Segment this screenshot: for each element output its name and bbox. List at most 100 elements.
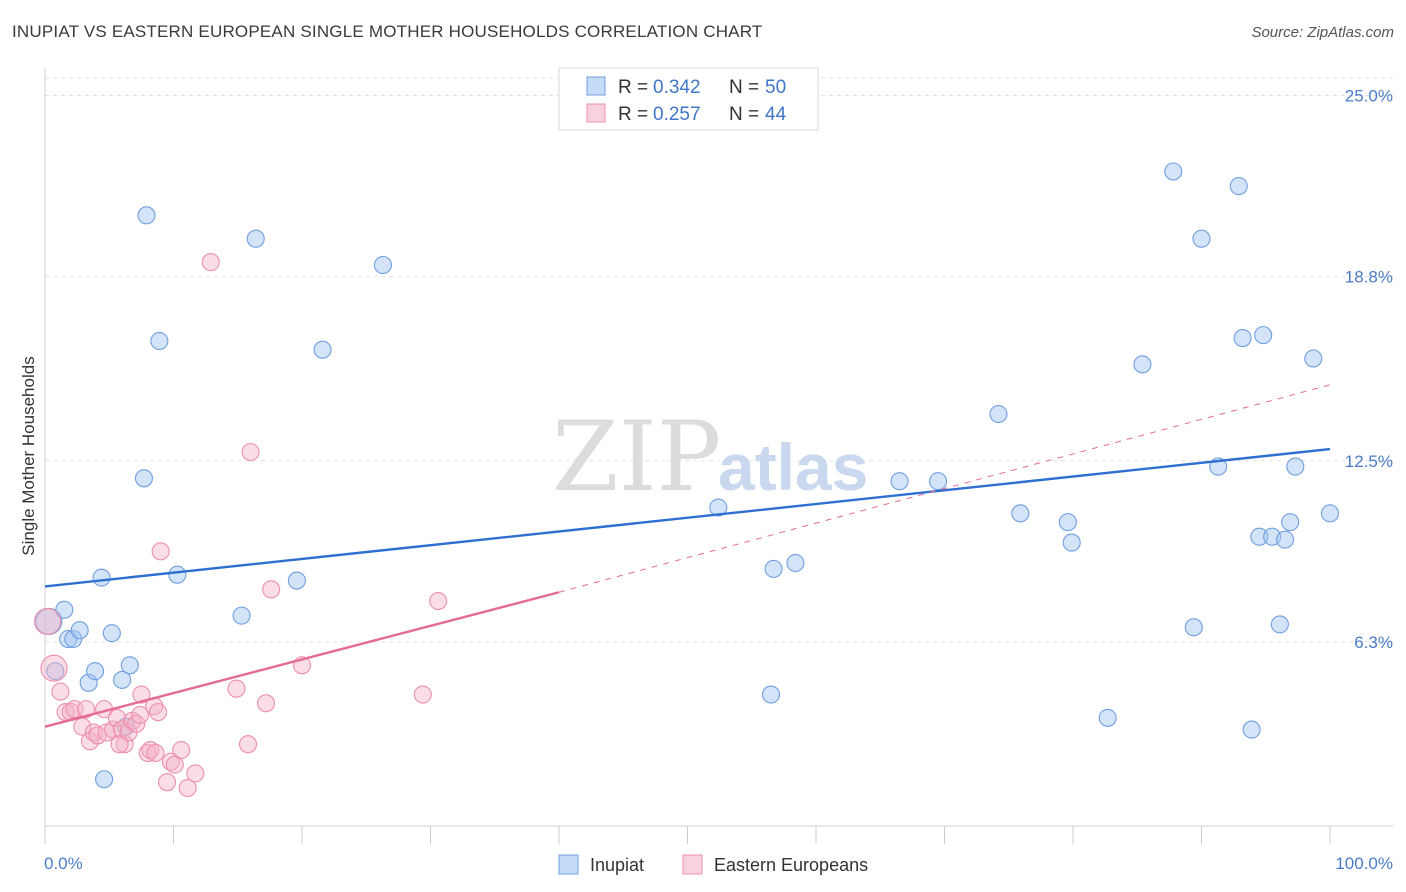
inupiat-point (55, 600, 74, 619)
axes (44, 68, 1393, 844)
eastern-european-point (178, 778, 197, 798)
legend-r-label: R = (618, 104, 648, 125)
inupiat-point (46, 662, 65, 681)
inupiat-point (92, 568, 111, 587)
legend-n-label: N = (729, 77, 759, 98)
eastern-european-point (51, 682, 70, 701)
series-legend-swatch (558, 854, 579, 875)
legend-r-value: 0.257 (653, 104, 701, 125)
inupiat-point (137, 206, 156, 225)
eastern-european-point (151, 542, 170, 561)
eastern-european-point (115, 735, 134, 754)
inupiat-point (1304, 349, 1323, 368)
inupiat-point (1281, 513, 1300, 532)
eastern-european-point (141, 740, 160, 760)
y-tick-label: 18.8% (1345, 268, 1393, 287)
inupiat-point (1058, 513, 1077, 532)
eastern-european-point (110, 735, 129, 754)
inupiat-point (1275, 530, 1295, 549)
legend-n-value: 44 (765, 104, 787, 125)
inupiat-point (1062, 533, 1081, 552)
inupiat-point (70, 621, 89, 640)
y-tick-label: 12.5% (1345, 452, 1393, 471)
inupiat-point (1320, 504, 1340, 523)
series-legend-label: Inupiat (590, 855, 644, 875)
eastern-european-point (34, 607, 62, 636)
inupiat-point (1250, 527, 1269, 546)
inupiat-trend-line (44, 447, 1331, 588)
eastern-european-point (73, 717, 92, 736)
eastern-european-point (186, 764, 205, 783)
legend-swatch (586, 76, 606, 96)
legend-swatch (586, 103, 606, 123)
inupiat-point (79, 673, 98, 692)
series-legend: Inupiat Eastern Europeans (558, 854, 868, 875)
x-tick-labels: 0.0% 100.0% (44, 854, 1393, 873)
eastern-european-point (146, 743, 165, 763)
watermark: ZIP atlas (552, 401, 868, 513)
inupiat-point (989, 404, 1008, 424)
inupiat-point (1098, 708, 1117, 727)
eastern-european-point (256, 694, 276, 713)
inupiat-point (1011, 504, 1030, 523)
x-tick-label: 100.0% (1335, 854, 1393, 873)
inupiat-point (150, 331, 169, 351)
inupiat-point (890, 472, 909, 491)
eastern-european-point (138, 743, 157, 763)
inupiat-point (764, 559, 783, 578)
chart-title: INUPIAT VS EASTERN EUROPEAN SINGLE MOTHE… (12, 22, 763, 41)
eastern-european-point (158, 773, 177, 792)
eastern-european-point (132, 685, 151, 704)
x-tick-label: 0.0% (44, 854, 83, 873)
eastern-european-point (107, 708, 127, 727)
eastern-european-point (149, 702, 168, 722)
watermark-zip: ZIP (552, 401, 721, 513)
inupiat-point (709, 498, 728, 517)
inupiat-point (287, 571, 306, 590)
inupiat-point (1229, 177, 1248, 196)
inupiat-point (761, 685, 781, 704)
inupiat-point (113, 670, 132, 689)
inupiat-point (120, 656, 139, 675)
inupiat-point (786, 553, 805, 573)
eastern-european-point (127, 714, 146, 733)
legend-n-value: 50 (765, 77, 786, 98)
legend-r-value: 0.342 (653, 77, 701, 98)
trend-lines (44, 384, 1331, 728)
series-legend-label: Eastern Europeans (714, 855, 868, 875)
inupiat-point (313, 340, 332, 359)
inupiat-point (1164, 162, 1183, 181)
series-legend-swatch (682, 854, 703, 875)
legend-n-label: N = (729, 104, 759, 125)
inupiat-point (929, 472, 948, 491)
eastern-european-point (131, 705, 150, 725)
y-tick-label: 25.0% (1345, 87, 1393, 106)
data-points (34, 162, 1340, 798)
inupiat-point (102, 624, 121, 643)
eastern-european-point (201, 253, 220, 272)
inupiat-point (134, 469, 153, 488)
y-tick-label: 6.3% (1354, 633, 1393, 652)
eastern-european-point (238, 735, 258, 754)
inupiat-point (1270, 615, 1289, 634)
eastern-european-trend-extension (558, 384, 1331, 593)
eastern-european-point (262, 580, 281, 599)
eastern-european-point (40, 654, 68, 682)
eastern-european-point (429, 591, 448, 611)
inupiat-point (1254, 326, 1273, 345)
inupiat-point (1233, 328, 1252, 348)
inupiat-point (1242, 720, 1261, 739)
legend-r-label: R = (618, 77, 648, 98)
eastern-european-point (77, 700, 96, 719)
y-axis-title: Single Mother Households (19, 356, 38, 555)
inupiat-point (1192, 229, 1211, 248)
eastern-european-point (413, 685, 432, 704)
eastern-european-point (241, 442, 260, 462)
stats-legend: R = 0.342 N = 50 R = 0.257 N = 44 (558, 67, 819, 131)
inupiat-point (1133, 355, 1152, 374)
eastern-european-trend-line (44, 591, 560, 728)
eastern-european-point (227, 679, 246, 698)
inupiat-point (1286, 457, 1305, 476)
inupiat-point (246, 229, 265, 248)
